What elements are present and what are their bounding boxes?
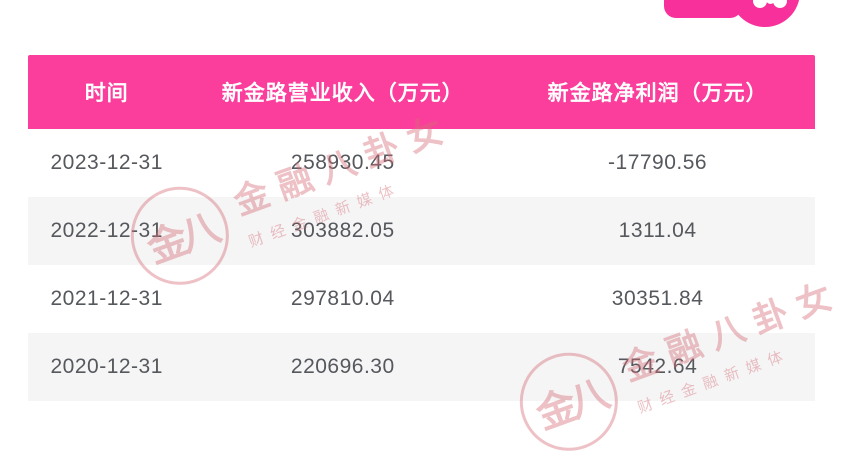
cell-netprofit: 30351.84	[611, 287, 704, 310]
financial-table: 时间 新金路营业收入（万元） 新金路净利润（万元） 2023-12-31 258…	[28, 55, 815, 401]
cell-date: 2022-12-31	[50, 219, 163, 242]
table-row: 2021-12-31 297810.04 30351.84	[28, 265, 815, 333]
table-header-row: 时间 新金路营业收入（万元） 新金路净利润（万元）	[28, 55, 815, 129]
cell-netprofit: 1311.04	[618, 219, 697, 242]
cell-netprofit: 7542.64	[617, 355, 698, 378]
flower-petal-mid-icon	[766, 0, 775, 4]
cell-date: 2021-12-31	[50, 287, 163, 310]
header-cell-netprofit: 新金路净利润（万元）	[547, 82, 768, 105]
brand-bar-shape	[664, 0, 742, 18]
table-row: 2023-12-31 258930.45 -17790.56	[28, 129, 815, 197]
cell-netprofit: -17790.56	[608, 151, 708, 174]
cell-revenue: 220696.30	[290, 355, 395, 378]
table-body: 2023-12-31 258930.45 -17790.56 2022-12-3…	[28, 129, 815, 401]
cell-revenue: 297810.04	[290, 287, 395, 310]
header-cell-revenue: 新金路营业收入（万元）	[221, 82, 464, 105]
cell-date: 2023-12-31	[50, 151, 163, 174]
table-row: 2020-12-31 220696.30 7542.64	[28, 333, 815, 401]
cell-revenue: 303882.05	[290, 219, 395, 242]
brand-logo	[655, 0, 815, 40]
flower-petal-right-icon	[773, 0, 787, 8]
cell-date: 2020-12-31	[50, 355, 163, 378]
table-row: 2022-12-31 303882.05 1311.04	[28, 197, 815, 265]
flower-petal-left-icon	[753, 0, 767, 8]
cell-revenue: 258930.45	[290, 151, 395, 174]
header-cell-time: 时间	[84, 82, 129, 105]
